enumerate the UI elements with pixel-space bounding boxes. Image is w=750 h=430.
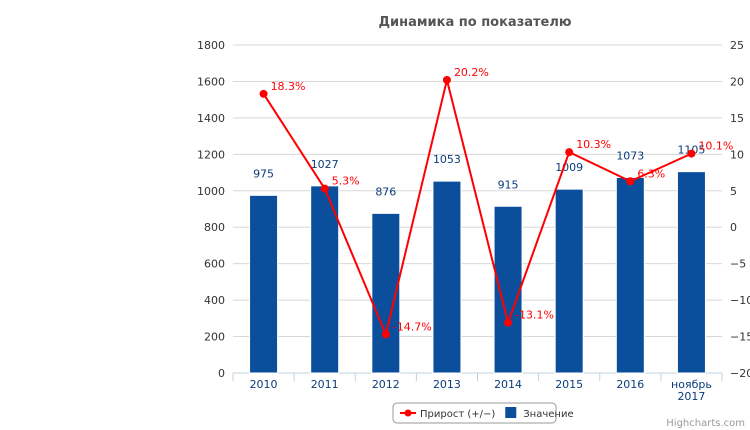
y2-tick-label: 20	[730, 75, 744, 88]
bar-value-label: 915	[498, 178, 519, 191]
line-point	[442, 75, 451, 84]
y-tick-label: 400	[204, 294, 225, 307]
legend-item[interactable]: Прирост (+/−)	[400, 409, 495, 420]
x-tick-label: 2016	[616, 378, 644, 391]
bar	[249, 194, 279, 374]
chart-title: Динамика по показателю	[378, 15, 571, 30]
bar-value-label: 1009	[555, 161, 583, 174]
y2-tick-label: 10	[730, 148, 744, 161]
bar-value-label: 876	[375, 185, 396, 198]
legend-symbol	[404, 409, 412, 417]
line-value-label: -13.1%	[515, 309, 554, 322]
credit[interactable]: Highcharts.com	[666, 418, 745, 429]
bar	[432, 180, 462, 374]
y2-tick-label: −15	[730, 331, 750, 344]
line-point	[565, 148, 574, 157]
bar	[615, 176, 645, 374]
x-tick-label: 2013	[433, 378, 461, 391]
line-point	[626, 177, 635, 186]
line-point	[259, 89, 268, 98]
x-tick-label: 2012	[372, 378, 400, 391]
x-tick-label: 2015	[555, 378, 583, 391]
y-tick-label: 1400	[197, 112, 225, 125]
bar	[554, 188, 584, 374]
legend-item[interactable]: Значение	[505, 407, 574, 420]
y-tick-label: 200	[204, 331, 225, 344]
y2-tick-label: 0	[730, 221, 737, 234]
x-tick-label: 2011	[311, 378, 339, 391]
y2-tick-label: 15	[730, 112, 744, 125]
line-value-label: 10.1%	[698, 140, 733, 153]
y-tick-label: 0	[218, 367, 225, 380]
y2-tick-label: −5	[730, 258, 746, 271]
y2-tick-label: 5	[730, 185, 737, 198]
bar	[676, 171, 706, 374]
line-point	[504, 318, 513, 327]
bar-value-label: 975	[253, 167, 274, 180]
line-point	[320, 184, 329, 193]
y-tick-label: 1800	[197, 39, 225, 52]
bar-value-label: 1027	[311, 158, 339, 171]
y-tick-label: 1600	[197, 75, 225, 88]
legend-symbol	[505, 407, 517, 418]
line-point	[687, 149, 696, 158]
line	[262, 79, 692, 338]
legend: Прирост (+/−) Значение	[392, 402, 574, 424]
x-tick-label: ноябрь 2017	[671, 378, 712, 403]
bar-value-label: 1073	[616, 149, 644, 162]
line-value-label: 6.3%	[637, 167, 665, 180]
line-value-label: -14.7%	[393, 320, 432, 333]
line-value-label: 20.2%	[454, 66, 489, 79]
y-tick-label: 1000	[197, 185, 225, 198]
x-tick-label: 2010	[250, 378, 278, 391]
bar	[310, 185, 340, 374]
x-tick-label: 2014	[494, 378, 522, 391]
legend-label: Прирост (+/−)	[420, 409, 495, 420]
bar-value-label: 1053	[433, 153, 461, 166]
bar	[493, 205, 523, 374]
line-point	[381, 330, 390, 339]
line-value-label: 18.3%	[271, 80, 306, 93]
y-tick-label: 600	[204, 258, 225, 271]
y2-tick-label: −10	[730, 294, 750, 307]
legend-label: Значение	[523, 409, 573, 420]
y-tick-label: 1200	[197, 148, 225, 161]
line-value-label: 10.3%	[576, 138, 611, 151]
y-tick-label: 800	[204, 221, 225, 234]
y2-tick-label: 25	[730, 39, 744, 52]
y2-tick-label: −20	[730, 367, 750, 380]
line-value-label: 5.3%	[332, 175, 360, 188]
